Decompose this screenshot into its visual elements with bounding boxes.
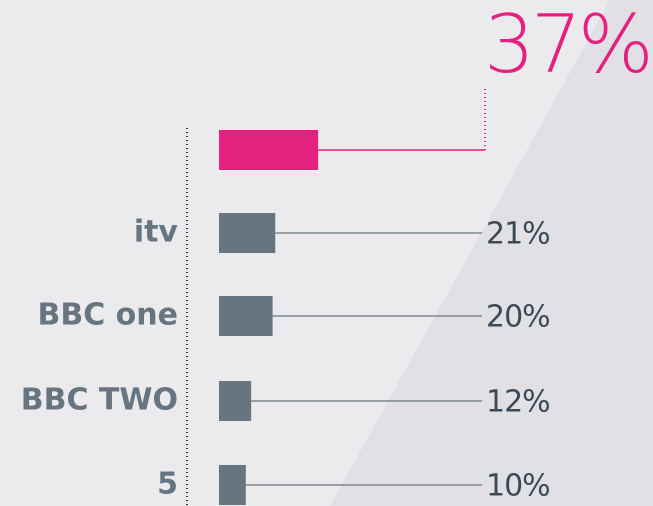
bar [219, 296, 273, 336]
category-label: itv [134, 215, 179, 250]
bar [219, 465, 246, 505]
background-wedge [330, 0, 653, 506]
value-label: 21% [486, 217, 550, 252]
category-label: 5 [157, 467, 178, 502]
category-label: BBC one [37, 298, 178, 333]
bar [219, 381, 252, 421]
bar [219, 213, 276, 253]
value-label: 20% [486, 300, 550, 335]
bar [219, 130, 319, 170]
value-label: 12% [486, 385, 550, 420]
value-label: 10% [486, 469, 550, 504]
category-label: BBC TWO [21, 383, 178, 418]
value-label: 37% [484, 0, 650, 91]
